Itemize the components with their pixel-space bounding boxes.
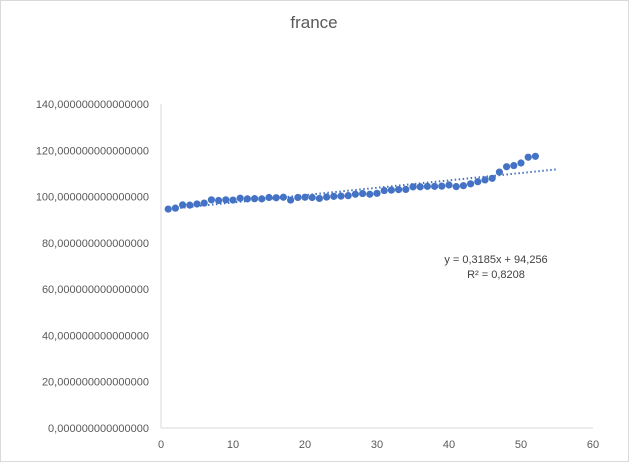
data-point (380, 186, 388, 195)
data-point (251, 195, 259, 203)
data-point (308, 193, 316, 202)
data-point (279, 193, 287, 201)
data-point (359, 189, 367, 198)
data-point (524, 153, 532, 161)
data-point (459, 182, 467, 190)
data-point (452, 183, 460, 191)
data-point (258, 195, 266, 203)
data-point (207, 196, 215, 204)
data-point (467, 180, 475, 188)
data-point (337, 192, 345, 200)
data-point (315, 194, 323, 203)
data-point (445, 181, 453, 189)
data-point (495, 168, 503, 176)
data-point (366, 190, 374, 198)
x-tick-label: 10 (227, 439, 239, 451)
data-point (164, 205, 172, 213)
data-point (229, 196, 237, 204)
data-point (488, 174, 496, 182)
data-point (481, 176, 489, 184)
data-point (510, 161, 518, 170)
data-point (171, 204, 179, 212)
y-tick-label: 120,000000000000000 (36, 145, 149, 157)
chart-title: france (290, 13, 337, 32)
data-point (287, 196, 295, 204)
data-point (387, 186, 395, 194)
x-tick-label: 40 (443, 439, 455, 451)
x-tick-label: 20 (299, 439, 311, 451)
x-tick-label: 0 (158, 439, 164, 451)
data-point (402, 185, 410, 193)
x-tick-label: 50 (515, 439, 527, 451)
data-point (373, 189, 381, 197)
data-point (351, 190, 359, 198)
data-point (265, 193, 273, 202)
data-point (431, 182, 439, 190)
y-tick-label: 40,000000000000000 (42, 330, 149, 342)
data-point (344, 192, 352, 200)
y-tick-label: 80,000000000000000 (42, 238, 149, 250)
trendline-equation: y = 0,3185x + 94,256 (444, 254, 547, 266)
y-tick-label: 0,000000000000000 (48, 423, 149, 435)
data-point (395, 186, 403, 194)
y-tick-label: 20,000000000000000 (42, 377, 149, 389)
data-point (517, 159, 525, 167)
data-point (438, 182, 446, 190)
trendline-r-squared: R² = 0,8208 (467, 269, 525, 281)
data-point (215, 196, 223, 205)
data-point (423, 182, 431, 190)
data-point (179, 201, 187, 209)
data-point (243, 195, 251, 203)
data-point (301, 193, 309, 201)
data-point (200, 199, 208, 207)
data-point (503, 163, 511, 171)
data-point (474, 178, 482, 186)
data-point (323, 193, 331, 201)
x-tick-label: 30 (371, 439, 383, 451)
data-point (409, 183, 417, 191)
data-point (193, 200, 201, 208)
data-point (531, 152, 540, 160)
y-tick-label: 140,000000000000000 (36, 99, 149, 111)
data-point (330, 192, 338, 200)
y-tick-label: 100,000000000000000 (36, 192, 149, 204)
data-point (186, 201, 194, 209)
x-tick-label: 60 (587, 439, 599, 451)
data-point (272, 194, 280, 202)
y-tick-label: 60,000000000000000 (42, 284, 149, 296)
data-point (236, 194, 244, 202)
data-point (294, 193, 302, 202)
data-point (416, 183, 424, 191)
data-point (222, 196, 230, 204)
